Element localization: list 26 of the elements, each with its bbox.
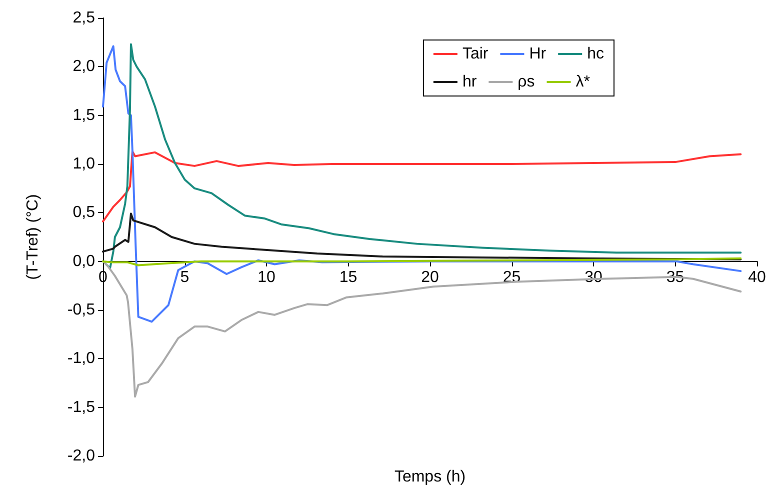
x-tick-label: 15 [339,268,358,286]
line-series [102,150,742,222]
y-tick-label: 0,0 [72,252,96,270]
legend-label: hr [462,74,478,90]
x-axis-title: Temps (h) [394,468,466,486]
legend-label: λ* [576,74,590,90]
legend-label: Tair [462,46,489,62]
y-tick-label: 1,0 [72,156,96,172]
y-tick-label: 1,5 [72,106,96,124]
y-tick-label: -0,5 [67,302,96,318]
x-tick-label: 5 [180,268,190,286]
y-tick-label: -1,5 [67,398,96,416]
legend-label: hc [587,46,604,62]
y-tick-label: 2,5 [72,10,96,26]
legend-label: Hr [529,46,547,62]
y-tick-label: 2,0 [72,58,96,76]
y-tick-label: 0,5 [72,204,96,222]
x-tick-label: 40 [748,268,766,286]
line-series [102,212,742,260]
legend-label: ρs [518,74,535,90]
y-tick-label: -2,0 [67,448,96,464]
line-series [102,257,742,266]
x-tick-label: 20 [421,268,439,286]
x-tick-label: 10 [258,268,276,286]
y-axis-title: (T-Tref) (°C) [24,194,42,280]
y-tick-label: -1,0 [67,350,96,368]
